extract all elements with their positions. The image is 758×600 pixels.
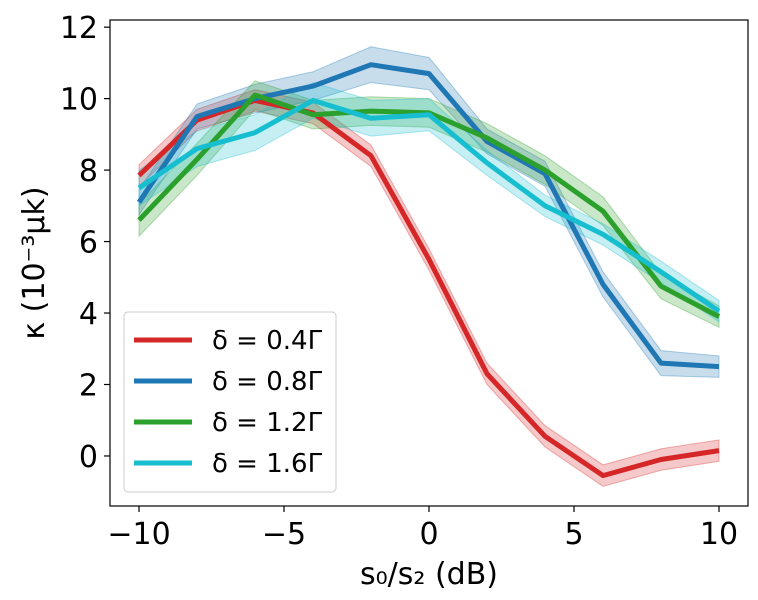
axis-ticks: −10 −5 0 5 10 0 2 4 6 8 10 12 [60, 11, 738, 552]
confidence-bands [138, 46, 720, 487]
legend: δ = 0.4Γ δ = 0.8Γ δ = 1.2Γ δ = 1.6Γ [123, 311, 337, 493]
legend-label-0: δ = 0.4Γ [212, 326, 323, 356]
legend-label-3: δ = 1.6Γ [212, 449, 323, 479]
y-tick-label: 0 [79, 440, 98, 475]
y-axis-label: κ (10⁻³μk) [17, 186, 52, 339]
series-3-line [137, 97, 721, 314]
y-tick-label: 4 [79, 297, 98, 332]
y-tick-label: 12 [60, 11, 98, 46]
x-tick-label: 0 [419, 517, 438, 552]
x-tick-label: 5 [564, 517, 583, 552]
series-3-band [138, 81, 720, 323]
series-2-band [138, 80, 720, 329]
series-lines [136, 62, 721, 479]
y-tick-label: 2 [79, 369, 98, 404]
x-axis-label: s₀/s₂ (dB) [360, 557, 498, 592]
x-tick-label: 10 [700, 517, 738, 552]
legend-box [123, 311, 337, 493]
x-tick-label: −10 [107, 517, 170, 552]
series-1-band [138, 46, 720, 378]
x-tick-label: −5 [262, 517, 306, 552]
series-1-line [136, 62, 720, 370]
y-tick-label: 6 [79, 226, 98, 261]
y-tick-label: 8 [79, 154, 98, 189]
y-tick-label: 10 [60, 83, 98, 118]
series-0-band [138, 89, 720, 487]
legend-label-2: δ = 1.2Γ [212, 408, 323, 438]
legend-label-1: δ = 0.8Γ [212, 367, 323, 397]
